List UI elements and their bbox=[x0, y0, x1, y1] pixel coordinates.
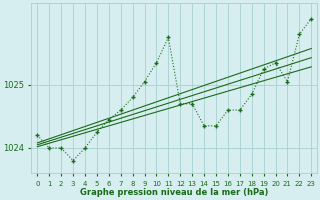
X-axis label: Graphe pression niveau de la mer (hPa): Graphe pression niveau de la mer (hPa) bbox=[80, 188, 268, 197]
